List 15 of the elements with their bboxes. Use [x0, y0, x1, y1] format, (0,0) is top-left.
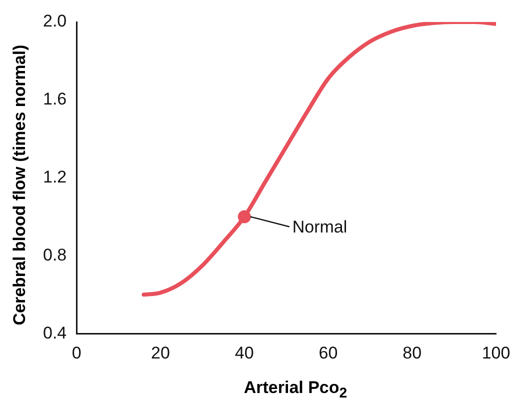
annotation: Normal: [292, 217, 348, 236]
x-tick-label: 80: [402, 343, 422, 362]
x-tick-label: 40: [234, 343, 254, 362]
y-tick-label: 2.0: [42, 12, 67, 31]
line-series: [142, 22, 496, 297]
x-tick-label: 100: [482, 343, 510, 362]
x-tick-label: 20: [151, 343, 170, 362]
x-tick-label: 0: [72, 343, 82, 362]
y-tick-label: 1.2: [42, 167, 67, 186]
y-tick-label: 0.8: [42, 245, 67, 264]
x-axis-title: Arterial Pco$_{2}$: [242, 378, 348, 402]
y-tick-label: 1.6: [42, 90, 67, 109]
x-tick-label: 60: [318, 343, 338, 362]
y-tick-label: 0.4: [42, 323, 67, 342]
y-axis-title: Cerebral blood flow (times normal): [10, 44, 30, 328]
